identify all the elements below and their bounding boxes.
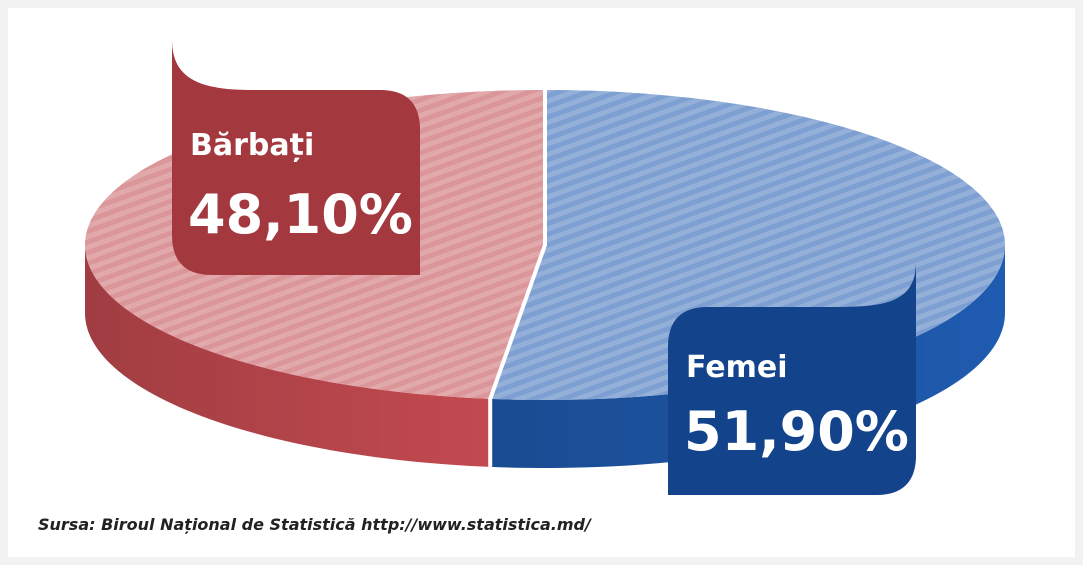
label-box: Bărbați 48,10% [172,40,420,275]
label-box-shade [172,40,420,275]
value-label: 51,90% [684,400,909,463]
source: Sursa: Biroul Național de Statistică htt… [38,515,592,534]
label-box: Femei 51,90% [668,262,916,495]
category-label: Femei [686,350,788,385]
slice-side-shade [85,245,491,467]
category-label: Bărbați [190,128,314,163]
divider [488,90,547,467]
label-box-shade [668,262,916,495]
value-label: 48,10% [188,183,413,246]
